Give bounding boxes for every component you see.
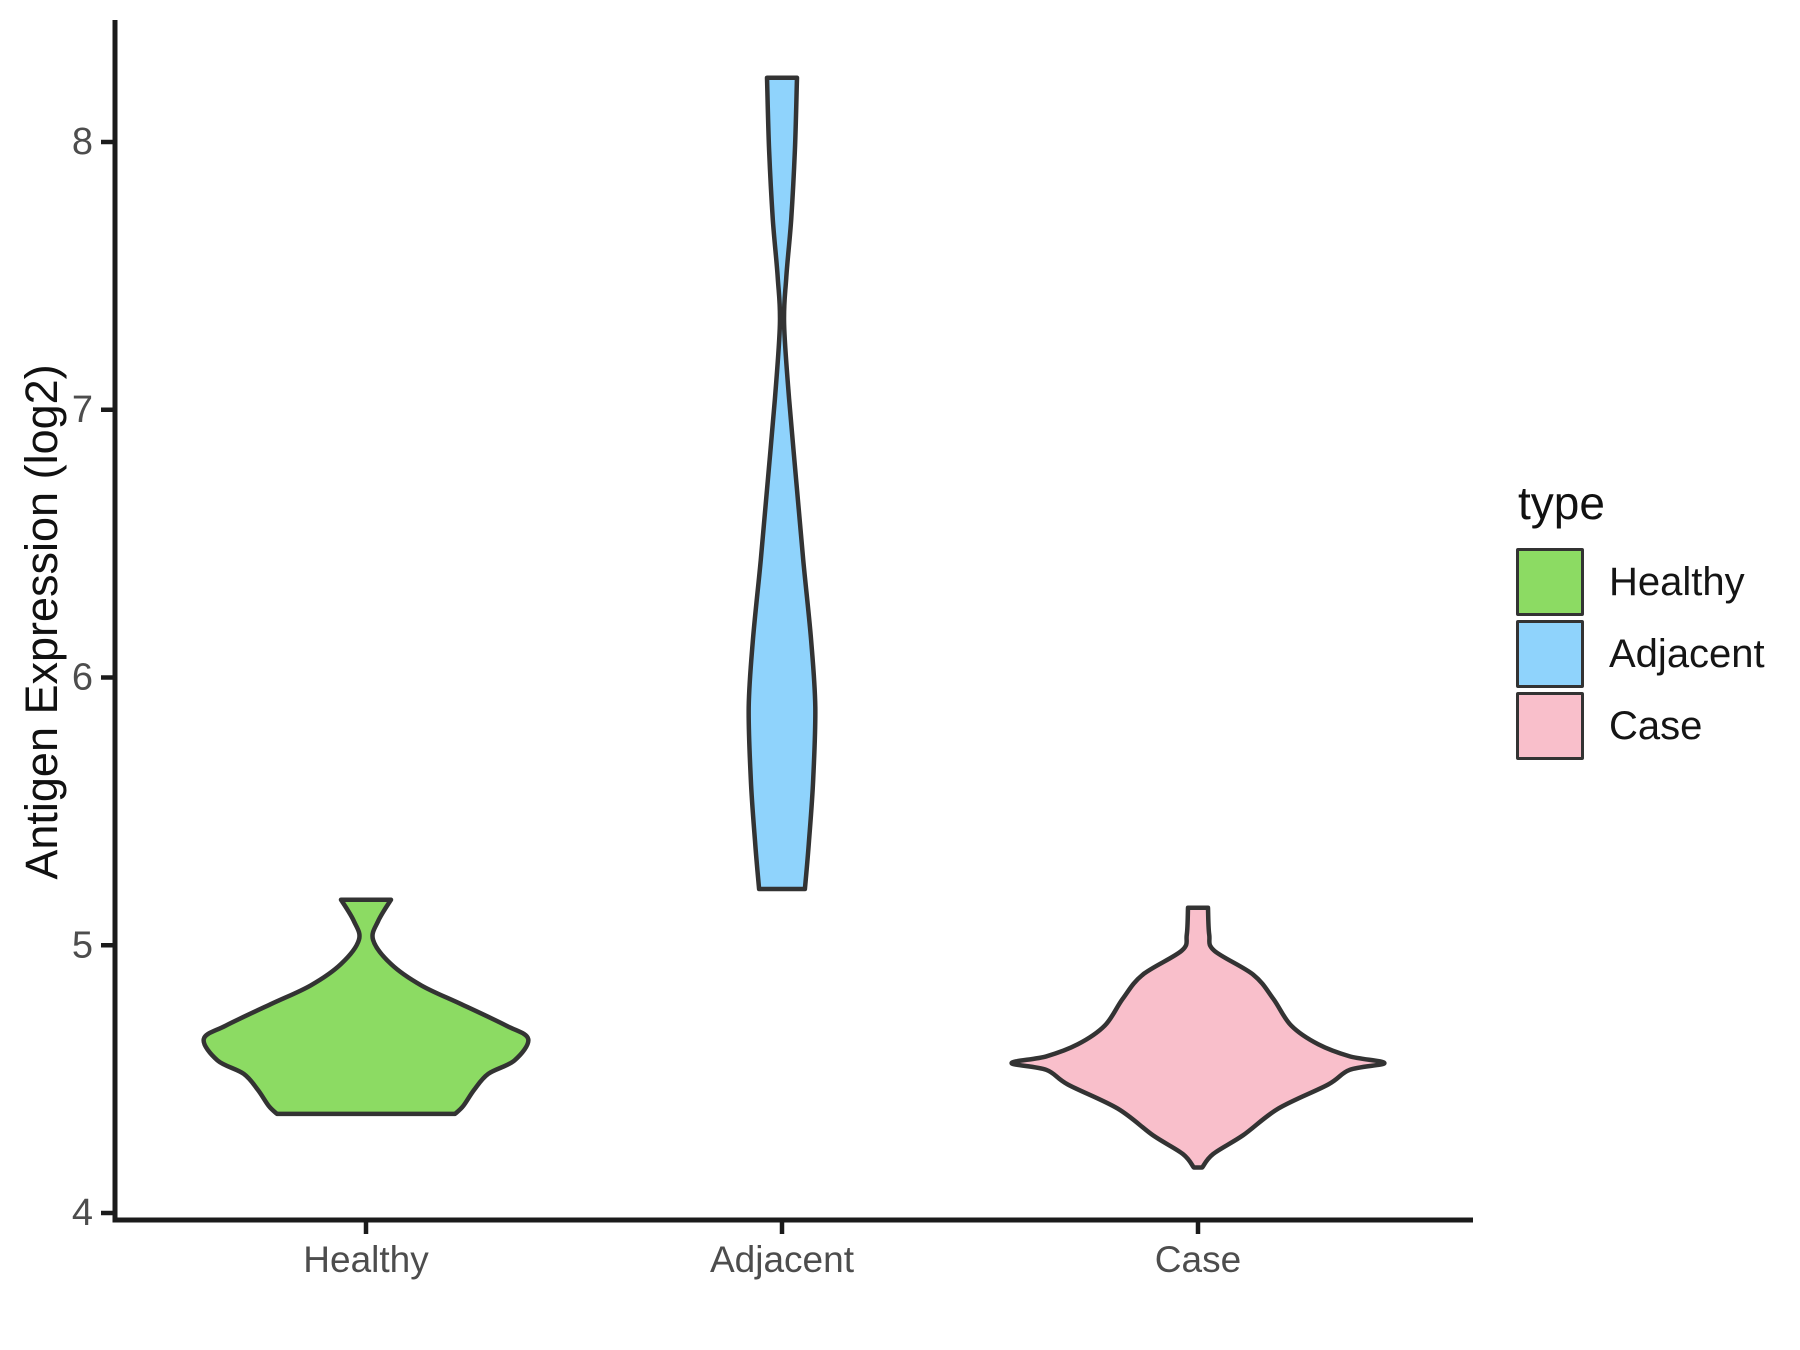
y-tick-label: 4 <box>72 1192 93 1234</box>
legend-item-healthy: Healthy <box>1516 548 1765 616</box>
violin-healthy <box>201 897 531 1117</box>
legend-label-case: Case <box>1609 703 1703 748</box>
y-tick-label: 7 <box>72 389 93 431</box>
legend-label-healthy: Healthy <box>1609 559 1745 604</box>
violin-adjacent <box>746 75 818 892</box>
legend-item-case: Case <box>1516 692 1765 760</box>
y-axis-title: Antigen Expression (log2) <box>16 364 67 880</box>
y-tick-label: 8 <box>72 121 93 163</box>
violin-case <box>1009 905 1387 1170</box>
x-tick-label-case: Case <box>1155 1239 1241 1280</box>
y-tick-label: 6 <box>72 657 93 699</box>
legend-title: type <box>1518 477 1605 529</box>
x-tick-label-healthy: Healthy <box>303 1239 429 1280</box>
legend-label-adjacent: Adjacent <box>1609 631 1765 676</box>
y-tick-label: 5 <box>72 924 93 966</box>
legend-item-adjacent: Adjacent <box>1516 620 1765 688</box>
legend: type Healthy Adjacent Case <box>1516 478 1765 764</box>
x-tick-label-adjacent: Adjacent <box>710 1239 855 1280</box>
legend-swatch-adjacent <box>1516 620 1584 688</box>
legend-swatch-case <box>1516 692 1584 760</box>
legend-swatch-healthy <box>1516 548 1584 616</box>
